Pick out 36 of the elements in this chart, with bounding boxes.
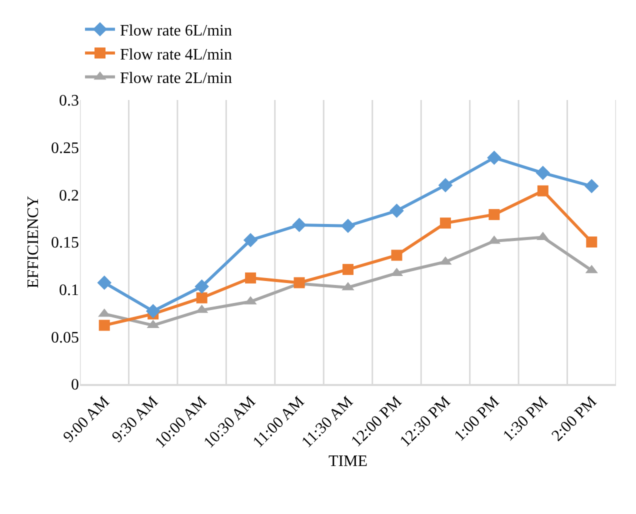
x-tick-label: 1:30 PM	[500, 393, 552, 445]
y-tick-label: 0.05	[51, 329, 79, 346]
point	[488, 209, 500, 220]
point	[243, 232, 258, 248]
point	[196, 292, 208, 304]
y-tick-label: 0	[71, 376, 79, 394]
point	[292, 218, 306, 232]
point	[586, 236, 598, 248]
y-tick-label: 0.1	[59, 282, 79, 299]
point	[440, 218, 451, 229]
point	[98, 320, 110, 331]
legend-label: Flow rate 4L/min	[120, 46, 232, 64]
point	[194, 279, 209, 294]
point	[390, 204, 404, 218]
y-tick-label: 0.15	[51, 234, 79, 252]
y-axis-title: EFFICIENCY	[25, 195, 42, 288]
point	[146, 304, 160, 318]
point	[342, 264, 354, 275]
point	[487, 150, 502, 165]
x-tick-label: 9:00 AM	[60, 393, 113, 446]
point	[391, 250, 402, 261]
point	[245, 272, 256, 284]
x-tick-label: 1:00 PM	[451, 393, 503, 445]
y-tick-label: 0.2	[59, 187, 79, 204]
point	[584, 179, 599, 194]
x-tick-label: 2:00 PM	[548, 393, 600, 445]
y-tick-label: 0.3	[59, 92, 79, 110]
x-axis-title: TIME	[328, 453, 368, 470]
y-tick-label: 0.25	[51, 140, 79, 157]
legend-label: Flow rate 6L/min	[120, 22, 232, 40]
point	[536, 166, 550, 180]
legend-label: Flow rate 2L/min	[120, 70, 232, 88]
point	[340, 218, 356, 234]
point	[97, 276, 112, 290]
point	[438, 178, 453, 192]
point	[537, 185, 548, 196]
